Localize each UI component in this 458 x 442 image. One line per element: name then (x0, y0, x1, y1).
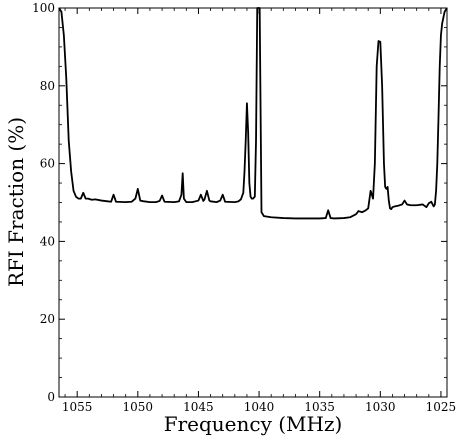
y-tick-label: 40 (40, 234, 55, 248)
y-tick-label: 20 (40, 312, 55, 326)
x-tick-label: 1035 (304, 400, 335, 414)
y-tick-label: 80 (40, 79, 55, 93)
y-tick-label: 60 (40, 157, 55, 171)
x-tick-label: 1055 (62, 400, 93, 414)
y-tick-label: 0 (47, 390, 55, 404)
y-tick-labels: 0 20 40 60 80 100 (32, 1, 55, 404)
series-line (58, 7, 448, 220)
x-tick-labels: 1055 1050 1045 1040 1035 1030 1025 (62, 400, 456, 414)
y-tick-label: 100 (32, 1, 55, 15)
y-axis-title: RFI Fraction (%) (4, 117, 28, 287)
plot-area (58, 7, 448, 398)
x-tick-label: 1050 (123, 400, 154, 414)
x-tick-label: 1030 (365, 400, 396, 414)
x-tick-label: 1040 (244, 400, 275, 414)
x-tick-label: 1045 (183, 400, 214, 414)
x-tick-label: 1025 (426, 400, 457, 414)
x-axis-title: Frequency (MHz) (164, 412, 343, 436)
y-ticks (59, 7, 447, 398)
x-ticks (64, 8, 442, 397)
